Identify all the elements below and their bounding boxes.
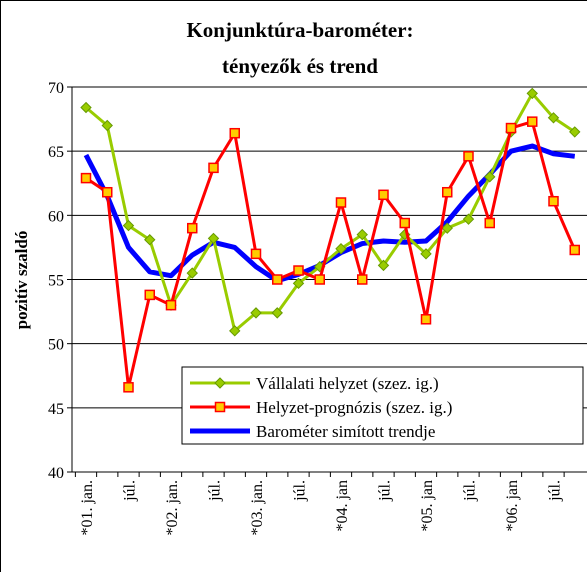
chart-title: Konjunktúra-barométer: (186, 18, 413, 42)
marker (165, 299, 177, 311)
marker (144, 234, 156, 246)
legend-label: Vállalati helyzet (szez. ig.) (256, 374, 439, 393)
x-tick-label: *01. jan. (79, 480, 96, 536)
marker (229, 325, 241, 337)
marker (335, 197, 347, 208)
x-tick-label: *05. jan (419, 480, 436, 532)
legend-label: Helyzet-prognózis (szez. ig.) (256, 398, 452, 417)
marker (292, 277, 305, 290)
x-tick-label: *02. jan. (164, 480, 181, 536)
marker (293, 265, 304, 276)
marker (527, 116, 538, 127)
marker (186, 267, 198, 279)
legend-marker (214, 401, 226, 413)
marker (80, 101, 92, 114)
x-tick-label: júl. (292, 480, 309, 502)
marker (569, 126, 581, 138)
marker (250, 248, 262, 260)
marker (505, 122, 517, 134)
marker (441, 222, 453, 234)
marker (377, 259, 390, 272)
y-tick-label: 70 (48, 80, 64, 97)
marker (526, 87, 538, 100)
x-tick-label: júl. (207, 480, 224, 502)
y-tick-label: 65 (48, 144, 64, 161)
marker (548, 195, 559, 207)
marker (547, 112, 560, 124)
x-tick-label: *04. jan (334, 480, 351, 532)
marker (250, 307, 262, 319)
marker (208, 162, 219, 174)
y-tick-label: 45 (48, 401, 64, 418)
marker (271, 307, 283, 319)
marker (314, 274, 325, 285)
marker (569, 244, 580, 256)
marker (442, 186, 453, 198)
x-tick-label: júl. (547, 480, 564, 502)
marker (462, 213, 475, 225)
marker (122, 219, 135, 232)
x-tick-label: júl. (462, 480, 479, 502)
x-tick-label: *03. jan. (249, 480, 266, 536)
legend: Vállalati helyzet (szez. ig.) Helyzet-pro… (181, 366, 584, 445)
y-tick-label: 40 (48, 465, 64, 482)
x-tick-label: *06. jan (504, 480, 521, 532)
chart-subtitle: tényezők és trend (222, 54, 378, 78)
marker (335, 242, 347, 255)
marker (357, 274, 368, 285)
marker (356, 228, 368, 241)
marker (187, 222, 198, 234)
marker (144, 289, 155, 301)
y-tick-label: 50 (48, 337, 64, 354)
marker (484, 217, 495, 229)
marker (207, 232, 220, 245)
y-tick-label: 60 (48, 208, 64, 225)
y-tick-label: 55 (48, 273, 64, 290)
legend-label: Barométer simított trendje (256, 422, 435, 441)
marker (463, 151, 474, 162)
series-line (85, 91, 576, 333)
marker (101, 119, 113, 132)
marker (272, 274, 283, 285)
legend-marker (214, 377, 226, 389)
marker (484, 171, 496, 183)
y-axis-label: pozitív szaldó (12, 231, 31, 330)
x-tick-label: júl. (377, 480, 394, 502)
marker (123, 382, 134, 393)
x-tick-label: júl. (122, 480, 139, 502)
marker (102, 186, 113, 198)
marker (399, 217, 410, 229)
marker (378, 189, 389, 201)
marker (80, 172, 92, 184)
marker (420, 248, 432, 260)
marker (229, 127, 240, 139)
marker (420, 314, 432, 325)
